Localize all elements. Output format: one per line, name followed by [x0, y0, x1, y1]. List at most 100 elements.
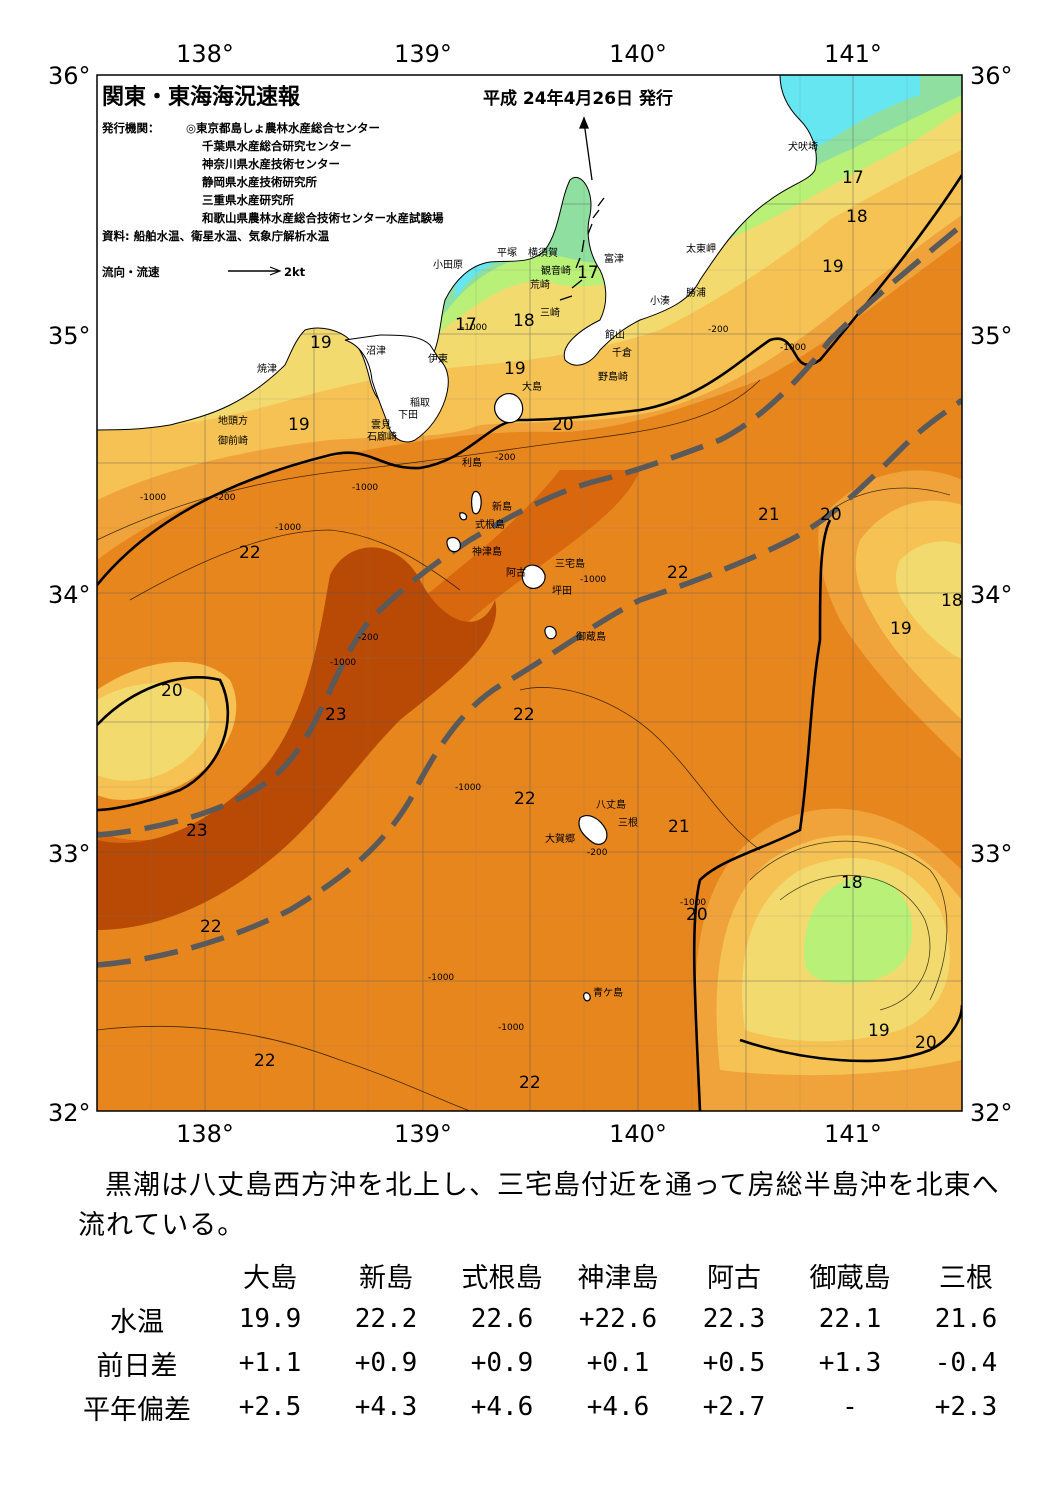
lon-label-140-top: 140° — [609, 40, 667, 68]
temp-label: 21 — [668, 817, 690, 837]
temp-label: 21 — [758, 505, 780, 525]
lat-label-34-left: 34° — [48, 581, 91, 609]
table-cell: +0.5 — [702, 1348, 766, 1378]
depth-label: -1000 — [428, 973, 454, 983]
depth-label: -1000 — [498, 1023, 524, 1033]
depth-label: -1000 — [140, 493, 166, 503]
temp-label: 23 — [186, 821, 208, 841]
zone-19-ne — [895, 541, 962, 660]
temp-label: 17 — [455, 315, 477, 335]
temp-label: 22 — [254, 1051, 276, 1071]
place-tsubota: 坪田 — [552, 584, 572, 597]
table-cell: +4.6 — [470, 1392, 534, 1422]
table-row: 水温 19.9 22.2 22.6 +22.6 22.3 22.1 21.6 — [62, 1297, 1024, 1341]
sea-temperature-map: 138° 139° 140° 141° 138° 139° 140° 141° … — [48, 40, 1013, 1148]
place-toshima: 利島 — [462, 456, 482, 469]
station-mikurajima: 御蔵島 — [809, 1262, 891, 1294]
temp-label: 18 — [941, 591, 963, 611]
table-cell: +0.9 — [470, 1348, 534, 1378]
temp-label: 19 — [890, 619, 912, 639]
map-title: 関東・東海海況速報 — [102, 84, 301, 110]
place-yokosuka: 横須賀 — [528, 246, 558, 259]
publisher-3: 神奈川県水産技術センター — [202, 157, 340, 171]
issue-date: 平成 24年4月26日 発行 — [483, 88, 673, 109]
table-cell: 22.3 — [702, 1304, 766, 1334]
axis-labels: 138° 139° 140° 141° 138° 139° 140° 141° … — [48, 40, 1013, 1148]
lat-label-33-left: 33° — [48, 840, 91, 868]
map-area — [97, 75, 962, 1111]
temp-label: 18 — [841, 873, 863, 893]
temp-label: 22 — [667, 563, 689, 583]
place-omaezaki: 御前崎 — [218, 434, 248, 447]
place-odawara: 小田原 — [433, 259, 463, 271]
temp-label: 19 — [504, 359, 526, 379]
depth-label: -200 — [708, 325, 729, 335]
place-hiratsuka: 平塚 — [497, 247, 517, 259]
place-yaizu: 焼津 — [257, 363, 277, 375]
zone-19-west — [97, 683, 210, 781]
table-cell: +4.3 — [354, 1392, 418, 1422]
temp-label: 20 — [161, 681, 183, 701]
temperature-labels: 17 18 19 17 18 17 19 19 19 20 21 20 22 2… — [161, 168, 963, 1093]
table-cell: 22.2 — [354, 1304, 418, 1334]
flow-arrows — [559, 116, 605, 301]
place-tateyama: 館山 — [605, 328, 625, 341]
island-aogashima — [582, 992, 591, 1002]
island-miyakejima — [521, 564, 546, 589]
table-cell: 22.1 — [818, 1304, 882, 1334]
publisher-6: 和歌山県農林水産総合技術センター水産試験場 — [202, 211, 444, 225]
depth-label: -200 — [587, 848, 608, 858]
temp-label: 19 — [310, 333, 332, 353]
place-taitomisaki: 太東岬 — [686, 242, 716, 255]
depth-label: -1000 — [330, 658, 356, 668]
table-cell: +2.3 — [934, 1392, 998, 1422]
temp-label: 20 — [915, 1033, 937, 1053]
place-nojimazaki: 野島崎 — [598, 370, 628, 383]
row-label-daily-diff: 前日差 — [96, 1350, 178, 1382]
table-cell: +1.3 — [818, 1348, 882, 1378]
map-frame — [96, 74, 963, 1112]
temp-label: 22 — [514, 789, 536, 809]
current-legend-speed: 2kt — [284, 265, 306, 279]
zone-24 — [97, 547, 497, 930]
temp-label: 19 — [822, 257, 844, 277]
zone-18-east — [804, 877, 913, 984]
table-cell: - — [842, 1392, 858, 1422]
summary-text: 黒潮は八丈島西方沖を北上し、三宅島付近を通って房総半島沖を北東へ流れている。 — [78, 1170, 1000, 1241]
temp-label: 19 — [868, 1021, 890, 1041]
current-legend-arrowhead — [269, 266, 282, 276]
land-honshu — [97, 75, 817, 431]
depth-label: -1000 — [580, 575, 606, 585]
island-kozushima — [446, 536, 461, 553]
temp-label: 18 — [846, 207, 868, 227]
lon-label-138-top: 138° — [176, 40, 234, 68]
table-cell: +0.9 — [354, 1348, 418, 1378]
publisher-5: 三重県水産研究所 — [202, 193, 294, 207]
place-misaki: 三崎 — [540, 306, 560, 319]
station-ako: 阿古 — [707, 1262, 761, 1294]
place-mitsune: 三根 — [618, 816, 638, 829]
lat-label-32-left: 32° — [48, 1099, 91, 1127]
row-label-normal-anomaly: 平年偏差 — [83, 1394, 191, 1426]
islands — [446, 393, 608, 1002]
lat-label-36-left: 36° — [48, 62, 91, 90]
table-cell: +2.7 — [702, 1392, 766, 1422]
row-label-water-temp: 水温 — [110, 1306, 164, 1338]
publisher-1: ◎東京都島しょ農林水産総合センター — [186, 121, 380, 135]
temp-label: 19 — [288, 415, 310, 435]
place-jitogata: 地頭方 — [218, 414, 248, 427]
lon-label-140-bottom: 140° — [609, 1120, 667, 1148]
table-cell: +2.5 — [238, 1392, 302, 1422]
current-legend-label: 流向・流速 — [102, 265, 160, 279]
depth-labels: -1000 -200 -1000 -1000 -200 -1000 -200 -… — [140, 323, 806, 1033]
publisher-2: 千葉県水産総合研究センター — [202, 139, 352, 153]
lon-label-141-bottom: 141° — [824, 1120, 882, 1148]
lon-label-138-bottom: 138° — [176, 1120, 234, 1148]
table-row: 前日差 +1.1 +0.9 +0.9 +0.1 +0.5 +1.3 -0.4 — [62, 1341, 1024, 1385]
temp-label: 17 — [842, 168, 864, 188]
place-futtsu: 富津 — [604, 252, 624, 265]
temp-label: 22 — [519, 1073, 541, 1093]
table-cell: +0.1 — [586, 1348, 650, 1378]
publisher-4: 静岡県水産技術研究所 — [202, 175, 317, 189]
table-corner — [62, 1253, 212, 1297]
